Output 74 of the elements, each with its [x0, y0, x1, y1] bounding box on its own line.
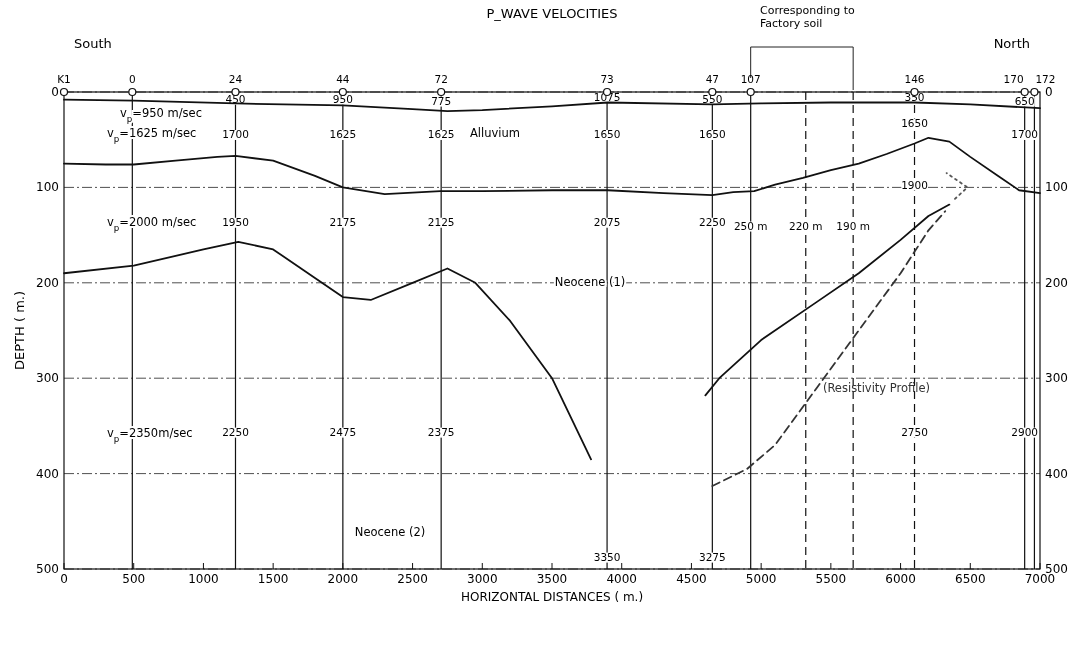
annotation: K1 [57, 73, 71, 85]
annotation: 24 [228, 73, 243, 85]
annotation: 2750 [901, 425, 928, 438]
x-axis-title: HORIZONTAL DISTANCES ( m.) [460, 590, 644, 604]
y-tick-label: 300 [36, 371, 59, 386]
x-tick-label: 4000 [606, 572, 637, 586]
x-tick-label: 1500 [257, 572, 289, 586]
annotation: 170 [1003, 73, 1024, 85]
text: North [993, 36, 1030, 51]
annotation: 190 m [836, 219, 870, 232]
x-tick-label: 6000 [885, 572, 916, 586]
x-tick-label: 500 [122, 572, 146, 586]
series-label: (Resistivity Profile) [822, 380, 931, 395]
annotation: 2250 [222, 425, 249, 438]
x-tick-label: 5500 [815, 572, 847, 586]
annotation: 650 [1014, 94, 1035, 107]
annotation: 775 [431, 94, 452, 107]
annotation: 3275 [698, 550, 726, 563]
y2-tick-label: 100 [1045, 180, 1068, 195]
y-tick-label: 500 [36, 562, 59, 576]
annotation: 1900 [901, 178, 928, 191]
annotation: 2125 [427, 215, 455, 228]
annotation: 1700 [222, 127, 249, 140]
x-tick-label: 6500 [955, 572, 986, 586]
annotation: 1650 [593, 127, 621, 140]
annotation: 1625 [427, 127, 455, 140]
annotation: Neocene (1) [554, 275, 626, 289]
y-axis-title: DEPTH ( m.) [12, 291, 27, 370]
annotation: 2475 [329, 425, 357, 438]
annotation: 73 [600, 73, 614, 85]
annotation: 47 [705, 73, 720, 85]
annotation: 1700 [1011, 127, 1039, 140]
x-tick-label: 4500 [676, 572, 707, 586]
annotation: 1650 [698, 127, 726, 140]
annotation: 0 [128, 73, 136, 85]
annotation: 107 [740, 73, 761, 85]
annotation: 3350 [593, 550, 621, 563]
annotation: Neocene (2) [354, 525, 426, 539]
annotation: 250 m [733, 219, 768, 232]
chart-title: P_WAVE VELOCITIES [486, 6, 618, 21]
annotation: 550 [702, 92, 723, 105]
y2-tick-label: 200 [1045, 275, 1068, 290]
annotation: 1625 [329, 127, 357, 140]
text: South [74, 36, 112, 51]
annotation: 950 [332, 92, 353, 105]
annotation: 1950 [222, 215, 249, 228]
annotation: 172 [1035, 73, 1056, 85]
x-tick-label: 0 [60, 572, 68, 586]
annotation: 2250 [698, 215, 726, 228]
annotation: 2900 [1011, 425, 1039, 438]
x-tick-label: 3000 [467, 572, 498, 586]
y-tick-label: 0 [51, 85, 59, 99]
annotation: 450 [225, 92, 246, 105]
annotation: 2375 [427, 425, 455, 438]
annotation: 220 m [788, 219, 823, 232]
annotation: 2175 [329, 215, 357, 228]
y2-tick-label: 400 [1045, 466, 1068, 481]
annotation: Alluvium [470, 126, 521, 140]
y-tick-label: 400 [36, 466, 59, 481]
annotation: 2075 [593, 215, 621, 228]
x-tick-label: 2500 [397, 572, 428, 586]
annotation: 44 [336, 73, 350, 85]
y-tick-label: 100 [36, 180, 59, 195]
x-tick-label: 5000 [745, 572, 777, 586]
y2-tick-label: 300 [1045, 371, 1068, 386]
annotation: 146 [904, 73, 925, 85]
y2-tick-label: 0 [1045, 85, 1053, 99]
x-tick-label: 3500 [536, 572, 568, 586]
annotation: 1650 [901, 116, 928, 129]
annotation: 72 [434, 73, 448, 85]
x-tick-label: 1000 [188, 572, 219, 586]
y-tick-label: 200 [36, 275, 59, 290]
x-tick-label: 2000 [327, 572, 359, 586]
text: Corresponding to Factory soil [760, 4, 856, 30]
